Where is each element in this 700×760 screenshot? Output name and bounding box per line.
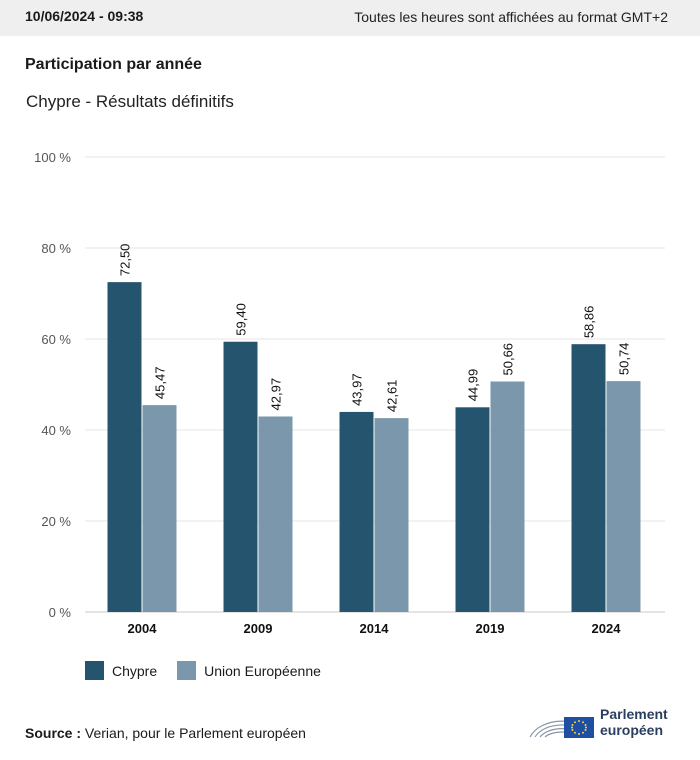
data-label: 59,40 — [234, 303, 249, 336]
y-tick-label: 20 % — [41, 514, 71, 529]
x-tick-label: 2014 — [360, 621, 390, 636]
data-label: 44,99 — [466, 369, 481, 402]
bar-chypre-2014 — [339, 411, 374, 612]
bar-ue-2019 — [490, 381, 525, 612]
datetime-stamp: 10/06/2024 - 09:38 — [25, 8, 144, 24]
logo-wordmark: Parlement européen — [600, 706, 668, 738]
y-tick-label: 80 % — [41, 241, 71, 256]
chart-subtitle: Chypre - Résultats définitifs — [26, 92, 234, 111]
legend-item-ue: Union Européenne — [177, 661, 321, 680]
bar-chart: 0 % 20 % 40 % 60 % 80 % 100 % 72,50 45,47 2004 59… — [34, 150, 665, 636]
bar-ue-2004 — [142, 405, 177, 612]
source-text: Verian, pour le Parlement européen — [84, 725, 306, 741]
bar-ue-2014 — [374, 418, 409, 612]
data-label: 45,47 — [153, 367, 168, 400]
x-tick-label: 2004 — [128, 621, 158, 636]
legend-swatch-chypre — [85, 661, 104, 680]
y-tick-label: 40 % — [41, 423, 71, 438]
chart-legend: Chypre Union Européenne — [85, 661, 341, 680]
source-note: Source : Verian, pour le Parlement europ… — [25, 725, 306, 741]
data-label: 42,61 — [385, 380, 400, 413]
bar-chypre-2019 — [455, 407, 490, 612]
y-tick-label: 0 % — [49, 605, 72, 620]
data-label: 50,66 — [501, 343, 516, 376]
data-label: 58,86 — [582, 306, 597, 339]
y-tick-label: 60 % — [41, 332, 71, 347]
data-label: 72,50 — [118, 244, 133, 277]
european-parliament-logo — [529, 717, 595, 738]
x-tick-label: 2019 — [476, 621, 505, 636]
bar-ue-2024 — [606, 381, 641, 612]
bar-chypre-2004 — [107, 282, 142, 612]
x-tick-label: 2024 — [592, 621, 622, 636]
bar-ue-2009 — [258, 416, 293, 612]
legend-label-chypre: Chypre — [112, 662, 158, 679]
data-label: 43,97 — [350, 373, 365, 406]
legend-label-ue: Union Européenne — [204, 662, 321, 679]
page-title: Participation par année — [25, 56, 202, 73]
logo-line-2: européen — [600, 722, 664, 738]
legend-swatch-ue — [177, 661, 197, 680]
data-label: 50,74 — [617, 343, 632, 376]
x-tick-label: 2009 — [244, 621, 273, 636]
data-label: 42,97 — [269, 378, 284, 411]
bar-chypre-2024 — [571, 344, 606, 612]
logo-line-1: Parlement — [600, 706, 668, 722]
source-label: Source : — [25, 725, 82, 741]
top-bar: 10/06/2024 - 09:38 Toutes les heures son… — [0, 0, 700, 36]
y-tick-label: 100 % — [34, 150, 71, 165]
legend-item-chypre: Chypre — [85, 661, 157, 680]
timezone-note: Toutes les heures sont affichées au form… — [354, 9, 668, 25]
bar-chypre-2009 — [223, 341, 258, 612]
